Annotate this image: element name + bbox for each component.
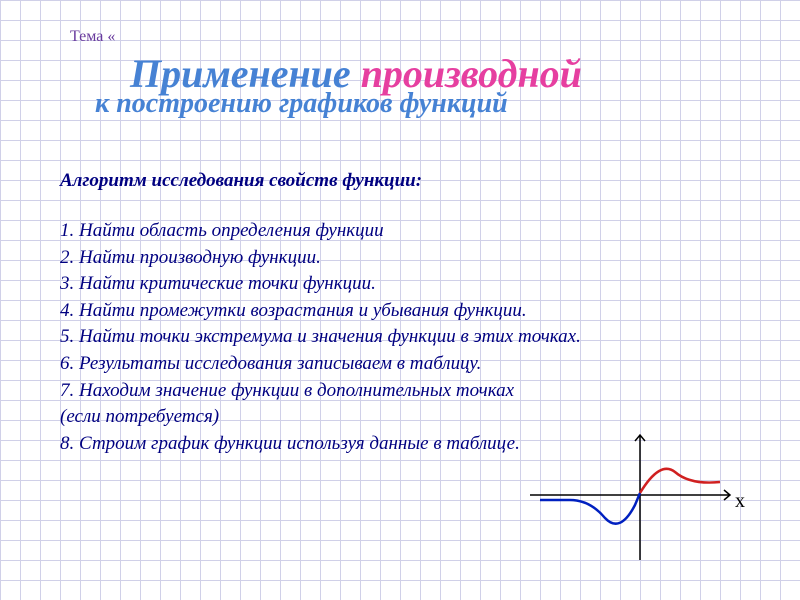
topic-label: Тема « [70, 28, 115, 46]
list-item: 3. Найти критические точки функции. [60, 271, 581, 298]
y-axis [635, 435, 645, 560]
algorithm-header: Алгоритм исследования свойств функции: [60, 170, 422, 192]
title-line-2: к построению графиков функций [95, 88, 508, 120]
list-item: 1. Найти область определения функции [60, 218, 581, 245]
red-curve [640, 469, 720, 493]
graph-svg [520, 430, 740, 570]
function-graph: х [520, 430, 740, 570]
x-axis-label: х [735, 490, 745, 513]
x-axis [530, 490, 730, 500]
list-item: 7. Находим значение функции в дополнител… [60, 378, 581, 405]
blue-curve [540, 493, 640, 524]
algorithm-list: 1. Найти область определения функции 2. … [60, 218, 581, 457]
list-item: 4. Найти промежутки возрастания и убыван… [60, 298, 581, 325]
list-item: (если потребуется) [60, 404, 581, 431]
list-item: 5. Найти точки экстремума и значения фун… [60, 324, 581, 351]
list-item: 8. Строим график функции используя данны… [60, 431, 581, 458]
list-item: 2. Найти производную функции. [60, 245, 581, 272]
list-item: 6. Результаты исследования записываем в … [60, 351, 581, 378]
